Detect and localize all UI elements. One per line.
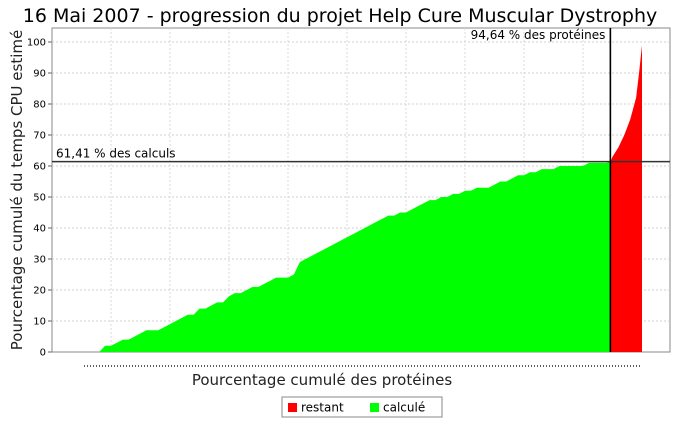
legend: restant calculé — [281, 396, 443, 418]
y-tick-label: 30 — [33, 255, 46, 266]
area-calculé — [99, 161, 611, 352]
x-axis-title: Pourcentage cumulé des protéines — [192, 371, 453, 389]
y-tick-label: 10 — [33, 317, 46, 328]
annotation-hline-label: 61,41 % des calculs — [56, 147, 176, 161]
plot-areas — [99, 45, 642, 352]
y-tick-label: 60 — [33, 162, 46, 173]
legend-swatch-restant — [288, 403, 297, 412]
y-axis-title: Pourcentage cumulé du temps CPU estimé — [8, 30, 26, 350]
area-restant — [610, 45, 642, 352]
y-tick-label: 40 — [33, 224, 46, 235]
y-tick-label: 50 — [33, 193, 46, 204]
legend-box — [281, 396, 443, 418]
legend-label-restant: restant — [301, 401, 344, 415]
y-tick-label: 80 — [33, 100, 46, 111]
axes: 0 10 20 30 40 50 60 70 80 90 100 — [27, 38, 642, 367]
y-tick-label: 70 — [33, 131, 46, 142]
y-tick-label: 90 — [33, 69, 46, 80]
annotation-vline-label: 94,64 % des protéines — [471, 28, 606, 42]
annotations: 61,41 % des calculs 94,64 % des protéines — [52, 28, 670, 352]
legend-swatch-calculé — [370, 403, 379, 412]
legend-label-calculé: calculé — [383, 401, 425, 415]
y-tick-label: 100 — [27, 38, 46, 49]
chart-title: 16 Mai 2007 - progression du projet Help… — [23, 5, 658, 27]
y-tick-label: 20 — [33, 286, 46, 297]
y-tick-label: 0 — [40, 348, 46, 359]
